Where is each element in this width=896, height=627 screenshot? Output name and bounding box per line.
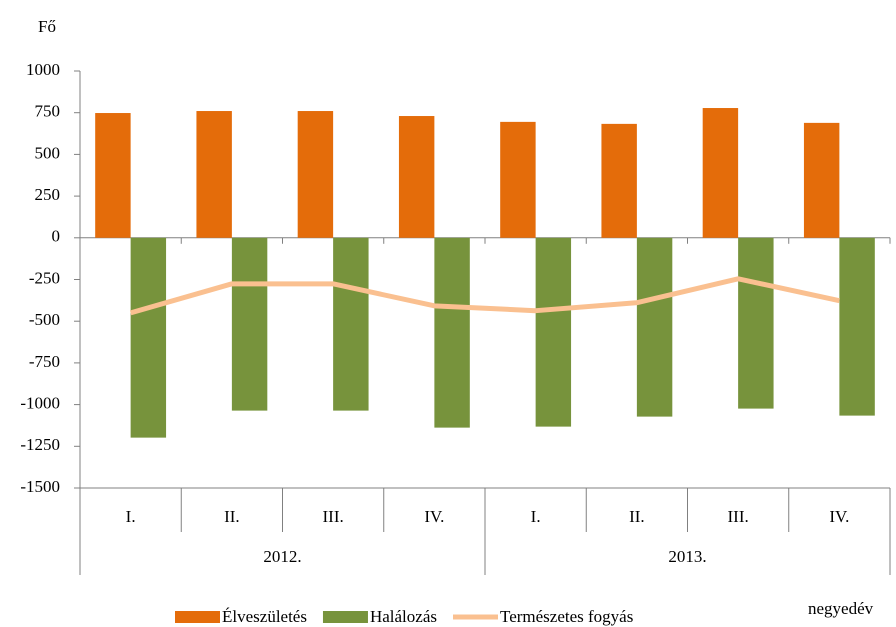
bar (231, 237, 268, 411)
bar (434, 237, 470, 428)
x-tick-label: IV. (829, 507, 849, 526)
x-tick-label: III. (728, 507, 749, 526)
bar (333, 237, 369, 411)
y-tick-label: -750 (29, 352, 60, 371)
x-tick-label: I. (126, 507, 136, 526)
legend-swatch (175, 611, 220, 623)
bar (500, 121, 536, 238)
legend-swatch (322, 611, 368, 623)
y-tick-label: 750 (35, 102, 61, 121)
x-tick-label: III. (323, 507, 344, 526)
bar (398, 116, 435, 238)
bar (702, 108, 739, 238)
y-tick-label: 1000 (26, 60, 60, 79)
bar (130, 237, 167, 438)
x-tick-label: II. (224, 507, 240, 526)
bar (839, 237, 875, 416)
x-tick-label: I. (531, 507, 541, 526)
group-label: 2012. (263, 547, 301, 566)
legend-label: Természetes fogyás (500, 607, 633, 626)
bar (601, 123, 637, 238)
y-tick-label: -1000 (20, 394, 60, 413)
x-tick-label: IV. (424, 507, 444, 526)
bar (297, 111, 334, 238)
bar (535, 237, 572, 427)
y-tick-label: -500 (29, 310, 60, 329)
x-tick-label: II. (629, 507, 645, 526)
bar (803, 122, 840, 238)
y-tick-label: -1500 (20, 477, 60, 496)
legend-label: Halálozás (370, 607, 437, 626)
group-label: 2013. (668, 547, 706, 566)
line (129, 276, 840, 316)
x-axis-title: negyedév (808, 599, 874, 618)
y-tick-label: -250 (29, 268, 60, 287)
y-tick-label: 500 (35, 143, 61, 162)
y-tick-label: 0 (52, 227, 61, 246)
legend-label: Élveszületés (222, 607, 307, 626)
y-axis-title: Fő (38, 17, 56, 36)
y-tick-label: 250 (35, 185, 61, 204)
y-tick-label: -1250 (20, 435, 60, 454)
bar (636, 237, 673, 417)
bar (196, 111, 232, 238)
bar (95, 113, 131, 238)
bar (738, 237, 774, 409)
